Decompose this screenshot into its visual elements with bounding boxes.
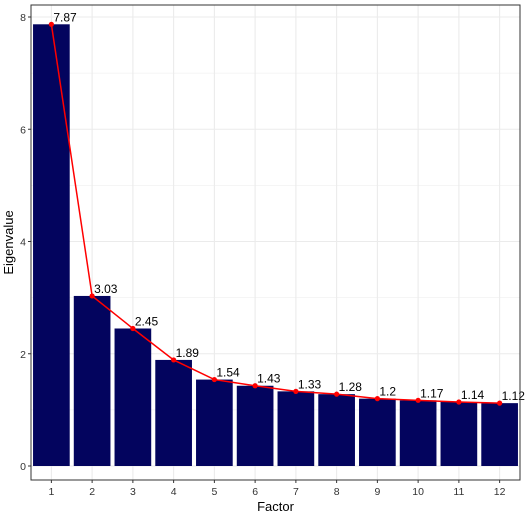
y-tick-label: 6: [20, 124, 26, 136]
x-tick-label: 4: [171, 486, 177, 498]
x-tick-label: 2: [89, 486, 95, 498]
point-factor-12: [497, 400, 503, 406]
point-factor-9: [374, 396, 380, 402]
eigenvalue-line: [50, 24, 500, 404]
bar-factor-2: [73, 295, 111, 466]
bars: [33, 24, 518, 466]
y-tick-label: 0: [20, 461, 26, 473]
point-factor-2: [89, 293, 95, 299]
x-tick-label: 6: [252, 486, 258, 498]
x-tick-label: 3: [130, 486, 136, 498]
value-label-factor-3: 2.45: [135, 314, 159, 328]
y-tick-label: 8: [20, 12, 26, 24]
x-tick-label: 9: [374, 486, 380, 498]
y-axis-title: Eigenvalue: [1, 210, 16, 274]
bar-factor-11: [440, 402, 478, 466]
value-label-factor-9: 1.2: [379, 385, 396, 399]
point-factor-1: [48, 21, 54, 27]
value-label-factor-12: 1.12: [502, 389, 526, 403]
y-tick-label: 4: [20, 237, 26, 249]
x-tick-label: 5: [211, 486, 217, 498]
value-label-factor-6: 1.43: [257, 372, 281, 386]
bar-factor-5: [196, 379, 233, 466]
x-tick-label: 11: [453, 486, 464, 498]
point-factor-5: [211, 376, 217, 383]
value-label-factor-5: 1.54: [216, 366, 240, 380]
x-tick-label: 1: [48, 486, 54, 498]
bar-factor-4: [155, 359, 192, 466]
bar-factor-7: [277, 391, 315, 466]
panel-border: [30, 4, 521, 481]
value-label-factor-4: 1.89: [176, 346, 200, 360]
bar-factor-10: [399, 400, 437, 466]
point-factor-3: [130, 325, 136, 332]
point-factor-11: [456, 399, 462, 405]
x-axis-title: Factor: [257, 499, 295, 514]
bar-factor-3: [114, 328, 152, 466]
point-factor-10: [415, 397, 421, 403]
y-axis-ticks: 0 2 4 6 8: [20, 12, 31, 473]
value-label-factor-2: 3.03: [94, 282, 118, 296]
eigenvalue-polyline: [50, 24, 500, 404]
value-label-factor-11: 1.14: [461, 388, 485, 402]
point-factor-8: [334, 391, 340, 397]
x-axis-ticks: 1 2 3 4 5 6 7 8 9 10 11 12: [48, 480, 506, 498]
value-labels: 7.87 3.03 2.45 1.89 1.54 1.43 1.33 1.28 1.2 1.17 1…: [53, 10, 525, 403]
value-label-factor-8: 1.28: [339, 380, 363, 394]
bar-factor-6: [236, 385, 274, 466]
value-label-factor-1: 7.87: [53, 10, 77, 24]
bar-factor-8: [318, 394, 355, 466]
bar-factor-9: [359, 398, 396, 466]
point-factor-7: [293, 388, 299, 394]
x-tick-label: 12: [494, 486, 506, 498]
y-tick-label: 2: [20, 349, 26, 361]
value-label-factor-10: 1.17: [420, 386, 444, 400]
x-tick-label: 8: [334, 486, 340, 498]
x-tick-label: 10: [412, 486, 424, 498]
bar-factor-1: [33, 24, 70, 466]
value-label-factor-7: 1.33: [298, 377, 322, 391]
point-factor-4: [171, 357, 177, 363]
point-factor-6: [252, 383, 258, 389]
x-tick-label: 7: [293, 486, 299, 498]
bar-factor-12: [481, 403, 518, 466]
eigenvalue-points: [48, 21, 503, 406]
